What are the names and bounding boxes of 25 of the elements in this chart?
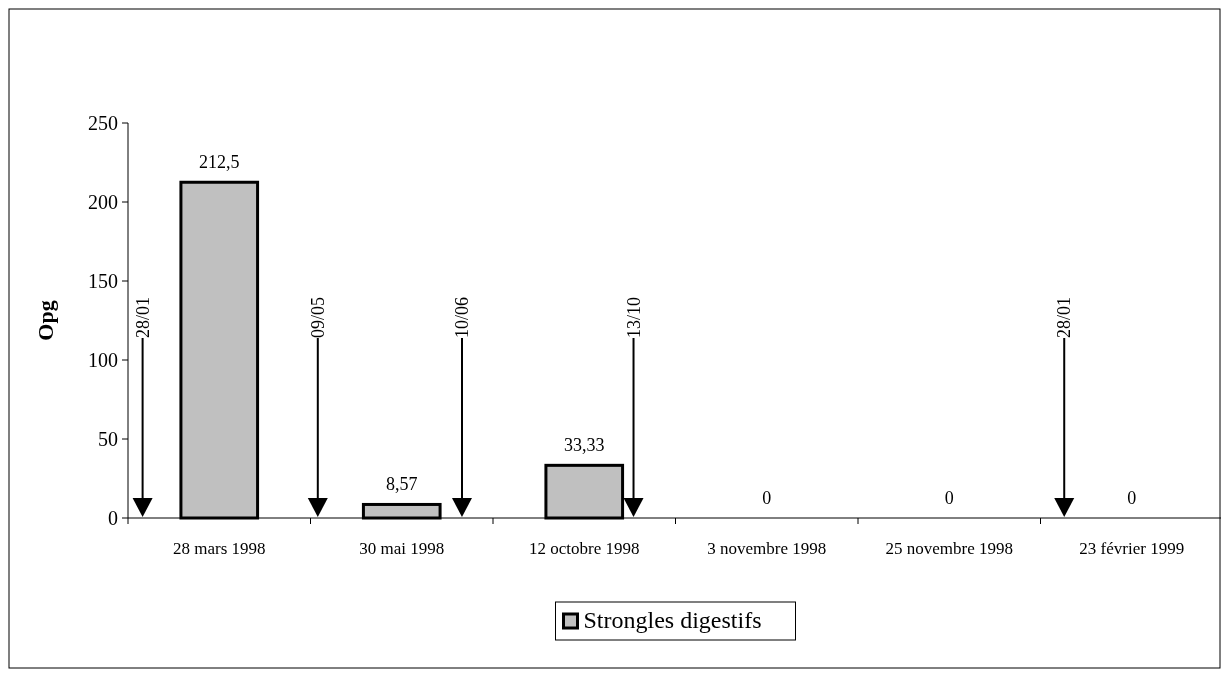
text: 8,57 bbox=[386, 474, 418, 495]
annotation: 28/01 bbox=[132, 296, 153, 338]
text: 212,5 bbox=[199, 152, 240, 173]
y-tick-label: 150 bbox=[88, 270, 118, 292]
annotation: 28/01 bbox=[1054, 296, 1075, 338]
x-tick-label: 12 octobre 1998 bbox=[529, 539, 640, 558]
y-tick-label: 0 bbox=[108, 507, 118, 529]
x-tick-label: 30 mai 1998 bbox=[359, 539, 445, 558]
y-tick-label: 100 bbox=[88, 349, 118, 371]
annotation: 10/06 bbox=[451, 296, 472, 338]
text: 0 bbox=[1127, 488, 1137, 508]
annotation: 09/05 bbox=[307, 296, 328, 338]
y-tick-label: 50 bbox=[98, 428, 118, 450]
x-tick-label: 28 mars 1998 bbox=[172, 539, 266, 558]
y-tick-label: 250 bbox=[88, 112, 118, 134]
text: 0 bbox=[944, 488, 954, 508]
y-axis-title: Opg bbox=[33, 300, 58, 341]
legend-label: Strongles digestifs bbox=[583, 607, 762, 633]
x-tick-label: 3 novembre 1998 bbox=[707, 539, 827, 558]
x-tick-label: 25 novembre 1998 bbox=[885, 539, 1013, 558]
x-tick-label: 23 février 1999 bbox=[1079, 539, 1185, 558]
text: 33,33 bbox=[564, 435, 605, 456]
annotation: 13/10 bbox=[623, 296, 644, 338]
text: 0 bbox=[762, 488, 772, 508]
y-tick-label: 200 bbox=[88, 191, 118, 213]
